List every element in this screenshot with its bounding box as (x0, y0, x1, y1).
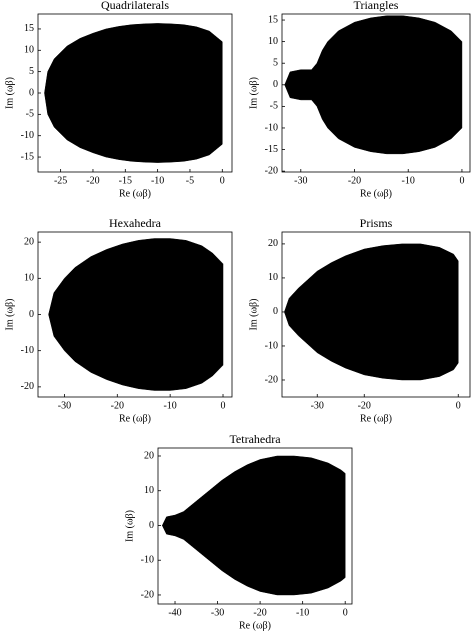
y-tick-label: -10 (21, 130, 34, 141)
axes-frame (281, 231, 471, 398)
y-tick-label: -20 (265, 374, 278, 385)
x-tick-label: -10 (151, 175, 164, 186)
y-tick-label: -15 (265, 144, 278, 155)
x-tick-label: -30 (311, 400, 324, 411)
x-tick-label: 0 (220, 175, 225, 186)
x-tick-label: -10 (296, 607, 309, 618)
chart-title: Tetrahedra (229, 432, 281, 446)
y-tick-label: -5 (26, 109, 34, 120)
x-tick-label: -30 (294, 175, 307, 186)
eigenvalue-region (161, 455, 346, 596)
x-tick-label: 0 (221, 400, 226, 411)
y-tick-label: 10 (268, 272, 278, 283)
x-axis-label: Re (ωβ) (239, 620, 271, 631)
y-tick-label: -5 (270, 101, 278, 112)
y-tick-label: -10 (141, 555, 154, 566)
x-tick-label: -25 (54, 175, 67, 186)
y-tick-label: -10 (265, 122, 278, 133)
y-tick-label: -20 (265, 165, 278, 176)
eigenvalue-region (44, 23, 223, 163)
y-tick-label: 0 (29, 309, 34, 320)
x-axis-label: Re (ωβ) (360, 413, 392, 424)
y-axis-label: Im (ωβ) (4, 77, 15, 109)
chart-title: Prisms (360, 216, 393, 230)
eigenvalue-region (284, 15, 463, 155)
x-tick-label: 0 (459, 175, 464, 186)
x-tick-label: 0 (343, 607, 348, 618)
x-tick-label: -20 (86, 175, 99, 186)
y-tick-label: 20 (144, 450, 154, 461)
y-tick-label: -10 (21, 345, 34, 356)
x-tick-label: -10 (163, 400, 176, 411)
y-tick-label: 5 (29, 66, 34, 77)
y-axis-label: Im (ωβ) (4, 299, 15, 331)
y-tick-label: 0 (273, 306, 278, 317)
y-tick-label: -10 (265, 340, 278, 351)
x-tick-label: -20 (348, 175, 361, 186)
y-tick-label: -15 (21, 151, 34, 162)
eigenvalue-region (48, 238, 224, 391)
axes-frame (281, 13, 471, 173)
x-tick-label: -20 (253, 607, 266, 618)
x-axis-label: Re (ωβ) (119, 413, 151, 424)
y-tick-label: -20 (21, 381, 34, 392)
y-axis-label: Im (ωβ) (248, 299, 259, 331)
y-tick-label: 20 (24, 236, 34, 247)
x-tick-label: -30 (58, 400, 71, 411)
x-axis-label: Re (ωβ) (360, 188, 392, 199)
y-axis-label: Im (ωβ) (248, 77, 259, 109)
eigenvalue-region (284, 243, 459, 381)
x-tick-label: -20 (111, 400, 124, 411)
x-tick-label: 0 (456, 400, 461, 411)
y-tick-label: -20 (141, 589, 154, 600)
chart-title: Triangles (354, 0, 399, 12)
y-tick-label: 20 (268, 238, 278, 249)
y-tick-label: 15 (268, 14, 278, 25)
chart-title: Quadrilaterals (101, 0, 169, 12)
x-tick-label: -15 (119, 175, 132, 186)
y-tick-label: 0 (273, 79, 278, 90)
x-tick-label: -5 (186, 175, 194, 186)
x-tick-label: -40 (168, 607, 181, 618)
chart-title: Hexahedra (109, 216, 162, 230)
y-tick-label: 5 (273, 58, 278, 69)
y-tick-label: 0 (29, 87, 34, 98)
y-tick-label: 10 (268, 36, 278, 47)
x-tick-label: -20 (358, 400, 371, 411)
x-tick-label: -10 (402, 175, 415, 186)
y-tick-label: 15 (24, 23, 34, 34)
axes-frame (157, 447, 353, 605)
y-tick-label: 10 (24, 273, 34, 284)
y-tick-label: 10 (144, 485, 154, 496)
y-axis-label: Im (ωβ) (124, 510, 135, 542)
y-tick-label: 0 (149, 520, 154, 531)
x-axis-label: Re (ωβ) (119, 188, 151, 199)
x-tick-label: -30 (211, 607, 224, 618)
y-tick-label: 10 (24, 45, 34, 56)
